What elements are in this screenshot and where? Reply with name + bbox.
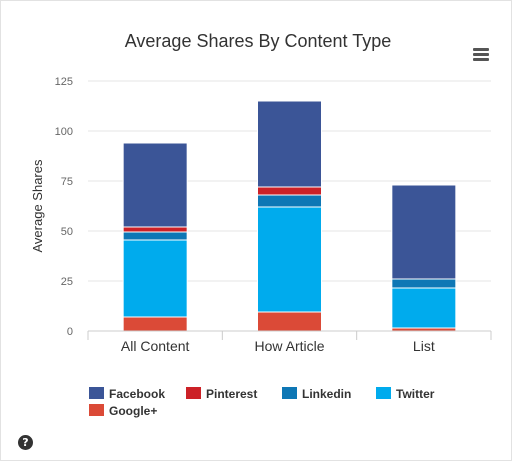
legend: Facebook Pinterest Linkedin Twitter Google+ <box>89 387 435 418</box>
bar-segment-linkedin[interactable] <box>391 278 457 289</box>
legend-item-pinterest[interactable]: Pinterest <box>206 387 257 401</box>
y-tick-label: 0 <box>67 326 73 338</box>
bars <box>122 100 457 332</box>
legend-swatch-twitter <box>376 387 391 399</box>
bar-segment-pinterest[interactable] <box>122 226 188 233</box>
y-tick-label: 50 <box>61 226 73 238</box>
bar-segment-twitter[interactable] <box>257 206 322 313</box>
legend-item-facebook[interactable]: Facebook <box>109 387 165 401</box>
legend-item-twitter[interactable]: Twitter <box>396 387 435 401</box>
legend-swatch-pinterest <box>186 387 201 399</box>
question-circle-icon[interactable]: ? <box>18 435 33 450</box>
bar-segment-linkedin[interactable] <box>122 231 188 241</box>
bar-segment-linkedin[interactable] <box>257 194 322 208</box>
x-tick-label: How Article <box>254 338 324 354</box>
y-tick-label: 75 <box>61 176 73 188</box>
legend-swatch-googleplus <box>89 404 104 416</box>
bar-segment-facebook[interactable] <box>257 100 322 188</box>
x-tick-label: All Content <box>121 338 190 354</box>
legend-item-googleplus[interactable]: Google+ <box>109 404 157 418</box>
legend-swatch-facebook <box>89 387 104 399</box>
bar-segment-facebook[interactable] <box>391 184 457 280</box>
legend-swatch-linkedin <box>282 387 297 399</box>
y-axis-ticks: 0 25 50 75 100 125 <box>55 76 73 338</box>
bar-segment-facebook[interactable] <box>122 142 188 228</box>
bar-segment-googleplus[interactable] <box>257 311 322 332</box>
bar-segment-twitter[interactable] <box>391 287 457 329</box>
y-tick-label: 125 <box>55 76 73 88</box>
y-tick-label: 100 <box>55 126 73 138</box>
bar-segment-twitter[interactable] <box>122 239 188 318</box>
chart-menu-button[interactable] <box>469 43 493 65</box>
y-tick-label: 25 <box>61 276 73 288</box>
x-tick-label: List <box>413 338 435 354</box>
bar-segment-googleplus[interactable] <box>122 316 188 332</box>
bar-segment-pinterest[interactable] <box>257 186 322 196</box>
x-axis: All Content How Article List <box>87 330 492 354</box>
legend-item-linkedin[interactable]: Linkedin <box>302 387 351 401</box>
chart-title: Average Shares By Content Type <box>125 31 392 51</box>
y-axis-label: Average Shares <box>30 159 45 252</box>
